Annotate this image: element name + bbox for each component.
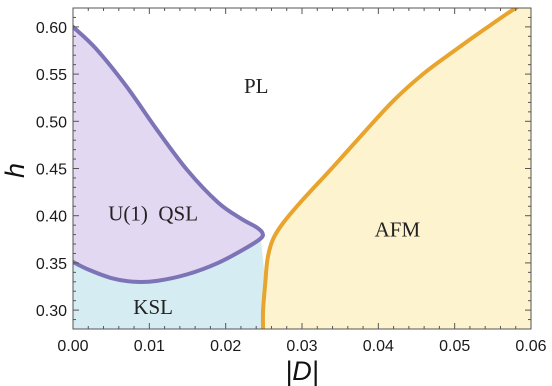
region-afm-fill: [263, 8, 531, 329]
region-u1-qsl-fill: [73, 26, 263, 282]
x-tick-label: 0.00: [57, 338, 88, 355]
x-tick-label: 0.06: [515, 338, 546, 355]
y-tick-label: 0.60: [36, 20, 67, 37]
x-tick-label: 0.05: [439, 338, 470, 355]
y-tick-label: 0.55: [36, 67, 67, 84]
y-tick-label: 0.30: [36, 303, 67, 320]
afm-boundary-line: [260, 8, 520, 329]
y-tick-label: 0.40: [36, 209, 67, 226]
region-ksl-fill: [73, 238, 266, 329]
y-tick-label: 0.50: [36, 114, 67, 131]
x-axis-title: |D|: [285, 356, 319, 386]
y-tick-label: 0.45: [36, 162, 67, 179]
region-label-ksl: KSL: [133, 295, 173, 319]
x-tick-label: 0.01: [134, 338, 165, 355]
region-label-afm: AFM: [375, 218, 421, 242]
y-axis-title: h: [0, 163, 30, 178]
y-tick-label: 0.35: [36, 256, 67, 273]
u1-qsl-boundary-line: [73, 24, 265, 285]
region-label-pl: PL: [244, 74, 269, 98]
region-label-u-1-qsl: U(1) QSL: [108, 202, 198, 226]
x-tick-label: 0.03: [286, 338, 317, 355]
x-tick-label: 0.04: [363, 338, 394, 355]
x-tick-label: 0.02: [210, 338, 241, 355]
